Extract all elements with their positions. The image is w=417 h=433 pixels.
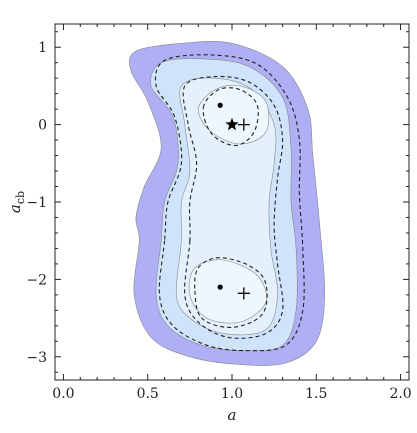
x-tick-label: 2.0: [389, 386, 411, 402]
region-level-4-4: [197, 84, 270, 145]
region-level-4-3: [188, 259, 267, 324]
y-axis-label: acb: [6, 191, 27, 213]
y-axis-label-main: a: [6, 204, 24, 213]
dashed-contours: [154, 54, 305, 352]
y-tick-label: −2: [26, 272, 47, 288]
x-axis-ticks: 0.0 0.5 1.0 1.5 2.0: [52, 24, 412, 402]
star-marker-1: [225, 117, 239, 131]
dot-marker-0: [217, 102, 223, 108]
plus-marker-2: [237, 118, 250, 131]
x-tick-label: 0.0: [52, 386, 74, 402]
dashed-contour-inner_bottom: [194, 257, 268, 328]
y-tick-label: −3: [26, 350, 47, 366]
x-tick-label: 0.5: [137, 386, 159, 402]
plus-marker-4: [237, 287, 250, 300]
point-markers: [217, 102, 250, 300]
y-tick-label: 1: [38, 40, 47, 56]
x-tick-label: 1.0: [221, 386, 243, 402]
y-tick-label: 0: [38, 118, 47, 134]
y-tick-label: −1: [26, 195, 47, 211]
confidence-regions: [129, 41, 326, 366]
y-axis-label-subscript: cb: [14, 191, 27, 204]
y-axis-ticks: 1 0 −1 −2 −3: [26, 31, 409, 373]
dot-marker-3: [217, 284, 223, 290]
dashed-contour-outer: [154, 54, 305, 352]
x-axis-label: a: [228, 406, 237, 424]
dashed-contour-middle: [182, 75, 284, 339]
x-tick-label: 1.5: [305, 386, 327, 402]
